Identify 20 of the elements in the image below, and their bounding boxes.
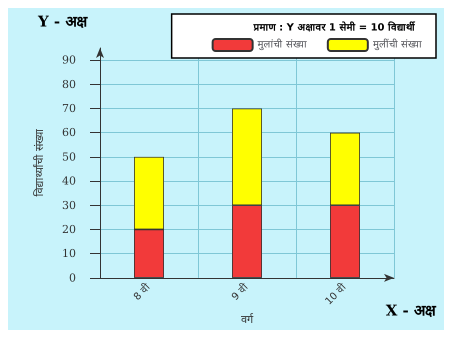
y-tick-label: 20: [62, 222, 76, 236]
legend-label: मुलींची संख्या: [372, 38, 422, 50]
y-tick-label: 60: [62, 126, 76, 140]
y-tick-label: 70: [62, 102, 76, 115]
y-axis-title: विद्यार्थ्यांची संख्या: [33, 129, 46, 197]
x-tick-label: 10 वी: [322, 281, 349, 308]
y-tick-label: 80: [62, 78, 76, 91]
x-axis-title: वर्ग: [241, 313, 254, 326]
x-tick-label: 8 वी: [131, 281, 153, 303]
y-tick-label: 30: [62, 198, 76, 212]
legend-title: प्रमाण : Y अक्षावर 1 सेमी = 10 विद्यार्थी: [252, 20, 416, 34]
text: X - अक्ष: [386, 302, 437, 320]
y-tick-label: 10: [62, 247, 76, 260]
y-tick-label: 50: [62, 150, 76, 164]
legend-label: मुलांची संख्या: [258, 38, 307, 50]
text: Y - अक्ष: [37, 12, 88, 30]
y-tick-label: 0: [69, 271, 76, 284]
y-tick-label: 90: [62, 54, 76, 67]
x-tick-label: 9 वी: [229, 281, 251, 303]
y-tick-label: 40: [62, 174, 76, 188]
